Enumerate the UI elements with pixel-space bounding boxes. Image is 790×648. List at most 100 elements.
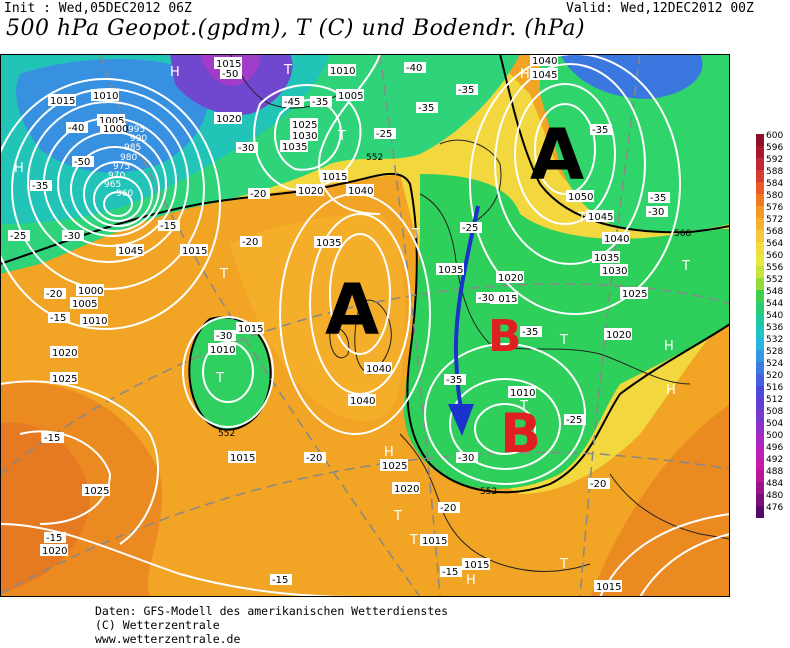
isobar-label: 1020 (40, 544, 68, 557)
low-pressure-label-south: B (500, 402, 541, 465)
isobar-label: 985 (124, 143, 141, 153)
scale-swatch (756, 338, 764, 350)
svg-text:1005: 1005 (72, 299, 97, 310)
scale-label: 568 (766, 227, 783, 237)
scale-swatch (756, 242, 764, 254)
low-marker: T (577, 211, 586, 226)
temperature-label: -35 (444, 374, 466, 386)
isobar-label: 960 (116, 189, 133, 199)
scale-label: 512 (766, 395, 783, 405)
svg-text:1035: 1035 (594, 253, 619, 264)
svg-text:-20: -20 (242, 237, 258, 248)
svg-text:-50: -50 (74, 157, 90, 168)
svg-text:-25: -25 (10, 231, 26, 242)
isobar-label: 1045 (530, 68, 558, 81)
scale-swatch (756, 458, 764, 470)
scale-swatch (756, 158, 764, 170)
svg-text:-20: -20 (440, 503, 456, 514)
isobar-label: 1020 (604, 328, 632, 341)
scale-label: 572 (766, 215, 783, 225)
scale-label: 508 (766, 407, 783, 417)
temperature-label: -15 (270, 574, 292, 586)
scale-swatch (756, 134, 764, 146)
scale-label: 556 (766, 263, 783, 273)
svg-text:-30: -30 (216, 331, 232, 342)
scale-swatch (756, 254, 764, 266)
svg-text:1020: 1020 (42, 546, 67, 557)
scale-label: 552 (766, 275, 783, 285)
svg-text:970: 970 (108, 171, 125, 181)
svg-text:1020: 1020 (606, 330, 631, 341)
svg-text:1015: 1015 (596, 582, 621, 593)
temperature-label: -35 (648, 192, 670, 204)
scale-label: 504 (766, 419, 783, 429)
low-marker: T (409, 533, 418, 548)
scale-label: 596 (766, 143, 783, 153)
svg-text:1015: 1015 (464, 560, 489, 571)
svg-text:1010: 1010 (93, 91, 118, 102)
scale-label: 484 (766, 479, 783, 489)
isobar-label: 1040 (602, 232, 630, 245)
scale-label: 492 (766, 455, 783, 465)
scale-swatch (756, 302, 764, 314)
svg-text:1025: 1025 (84, 486, 109, 497)
isobar-label: 1010 (91, 89, 119, 102)
temperature-label: -20 (438, 502, 460, 514)
low-marker: T (559, 333, 568, 348)
svg-text:990: 990 (130, 134, 147, 144)
low-marker: T (215, 371, 224, 386)
svg-text:1000: 1000 (78, 286, 103, 297)
low-marker: T (337, 129, 346, 144)
svg-text:1005: 1005 (99, 116, 124, 127)
temperature-label: -20 (240, 236, 262, 248)
svg-text:1020: 1020 (498, 273, 523, 284)
scale-swatch (756, 374, 764, 386)
svg-text:-30: -30 (458, 453, 474, 464)
svg-text:1050: 1050 (568, 192, 593, 203)
svg-text:1015: 1015 (322, 172, 347, 183)
svg-text:-25: -25 (462, 223, 478, 234)
isobar-label: 1005 (336, 89, 364, 102)
isobar-label: 1035 (280, 140, 308, 153)
temperature-label: -25 (564, 414, 586, 426)
scale-label: 600 (766, 131, 783, 141)
temperature-label: -35 (590, 124, 612, 136)
isobar-label: 1005 (70, 297, 98, 310)
svg-text:1020: 1020 (298, 186, 323, 197)
scale-swatch (756, 362, 764, 374)
svg-text:1040: 1040 (532, 56, 557, 67)
isobar-label: 1040 (346, 184, 374, 197)
svg-text:1035: 1035 (316, 238, 341, 249)
high-pressure-label-center: A (325, 269, 379, 351)
blue-northeast (560, 54, 703, 99)
svg-text:-35: -35 (458, 85, 474, 96)
scale-swatch (756, 422, 764, 434)
svg-text:-45: -45 (284, 97, 300, 108)
scale-label: 520 (766, 371, 783, 381)
svg-text:-20: -20 (590, 479, 606, 490)
isobar-label: 1015 (214, 57, 242, 70)
scale-label: 588 (766, 167, 783, 177)
scale-swatch (756, 350, 764, 362)
scale-swatch (756, 494, 764, 506)
svg-text:-50: -50 (222, 69, 238, 80)
isobar-label: 1025 (50, 372, 78, 385)
svg-text:1040: 1040 (604, 234, 629, 245)
svg-text:995: 995 (128, 125, 145, 135)
svg-text:-25: -25 (566, 415, 582, 426)
scale-swatch (756, 290, 764, 302)
low-marker: T (559, 557, 568, 572)
low-marker: T (393, 509, 402, 524)
scale-swatch (756, 206, 764, 218)
svg-text:-35: -35 (446, 375, 462, 386)
isobar-label: 1015 (180, 244, 208, 257)
high-marker: H (520, 67, 530, 82)
map-title: 500 hPa Geopot.(gpdm), T (C) und Bodendr… (6, 16, 586, 41)
svg-text:-40: -40 (68, 123, 84, 134)
svg-text:1015: 1015 (492, 294, 517, 305)
svg-text:1025: 1025 (292, 120, 317, 131)
isobar-label: 1015 (320, 170, 348, 183)
footer-copyright: (C) Wetterzentrale (95, 618, 220, 632)
svg-text:1020: 1020 (52, 348, 77, 359)
svg-text:1020: 1020 (216, 114, 241, 125)
